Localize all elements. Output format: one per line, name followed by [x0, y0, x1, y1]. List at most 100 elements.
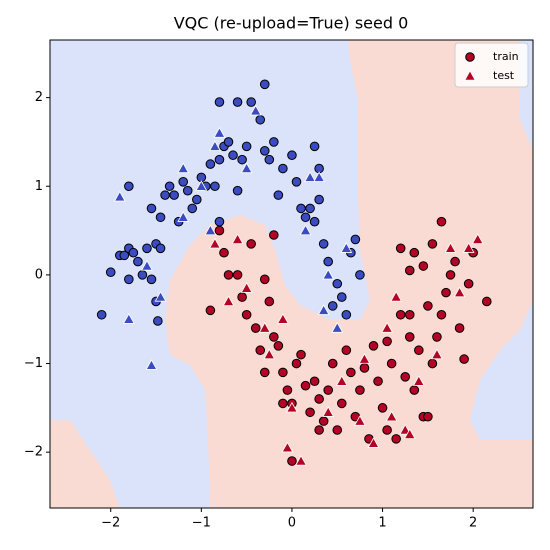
point: [178, 177, 189, 187]
x-tick-label: 1: [378, 516, 386, 531]
point: [381, 322, 393, 333]
point: [418, 261, 429, 271]
point: [204, 224, 217, 236]
point: [249, 104, 262, 116]
point: [450, 256, 460, 267]
point: [404, 265, 415, 276]
point: [264, 154, 275, 165]
point: [223, 270, 234, 280]
y-tick-label: −2: [24, 445, 43, 460]
point: [240, 282, 253, 293]
point: [354, 415, 366, 426]
point: [453, 286, 466, 298]
point: [341, 309, 352, 320]
point: [331, 322, 344, 333]
point: [409, 247, 420, 258]
point: [332, 278, 343, 289]
point: [119, 250, 130, 261]
point: [96, 309, 107, 320]
point: [232, 97, 243, 107]
point: [164, 181, 175, 192]
point: [314, 425, 324, 435]
point: [273, 340, 284, 351]
point: [341, 345, 352, 356]
point: [291, 177, 302, 187]
point: [255, 114, 266, 125]
point: [205, 305, 216, 316]
point: [300, 380, 311, 391]
point: [368, 340, 379, 351]
point: [128, 247, 139, 258]
point: [304, 171, 316, 182]
point: [400, 372, 411, 382]
point: [286, 401, 298, 413]
point: [142, 243, 152, 254]
point: [210, 181, 220, 192]
point: [309, 376, 320, 387]
point: [367, 437, 380, 448]
point: [423, 301, 433, 311]
points: [96, 79, 492, 466]
point: [255, 345, 266, 356]
point: [399, 423, 412, 435]
point: [278, 398, 288, 409]
point: [145, 359, 158, 370]
y-tick-label: −1: [24, 356, 43, 371]
x-tick-label: 0: [288, 516, 296, 531]
point: [322, 406, 335, 417]
point: [390, 291, 403, 302]
x-tick-label: 2: [469, 516, 477, 531]
point: [155, 243, 166, 254]
point: [241, 141, 252, 152]
point: [423, 411, 433, 422]
point: [412, 375, 425, 386]
legend-marker: [464, 69, 476, 81]
point: [305, 203, 315, 214]
point: [296, 203, 306, 214]
x-tick-label: −1: [192, 516, 211, 531]
point: [155, 212, 166, 223]
point: [213, 127, 226, 138]
decision-region: [50, 40, 533, 508]
point: [222, 295, 235, 307]
point: [160, 190, 170, 200]
point: [273, 190, 284, 200]
point: [192, 194, 202, 205]
point: [177, 211, 190, 222]
point: [314, 194, 324, 205]
point: [154, 291, 167, 302]
point: [471, 233, 484, 244]
point: [332, 425, 343, 435]
point: [219, 247, 229, 258]
y-tick-label: 2: [35, 90, 43, 105]
point: [300, 212, 311, 223]
point: [395, 243, 406, 254]
point: [309, 141, 320, 152]
point: [240, 162, 253, 174]
point: [350, 234, 361, 245]
point: [214, 97, 225, 107]
point: [463, 278, 474, 289]
point: [195, 180, 208, 191]
point: [122, 313, 135, 324]
point: [232, 185, 243, 196]
point: [313, 171, 326, 182]
point: [355, 385, 365, 395]
point: [205, 159, 216, 169]
point: [336, 398, 347, 409]
point: [124, 181, 134, 192]
point: [282, 385, 293, 395]
point: [250, 323, 261, 333]
point: [278, 367, 288, 378]
point: [296, 349, 306, 360]
point: [277, 313, 289, 324]
point: [327, 358, 338, 369]
point: [259, 274, 270, 285]
point: [231, 233, 244, 244]
chart-title: VQC (re-upload=True) seed 0: [174, 14, 409, 33]
point: [258, 322, 271, 333]
point: [259, 145, 270, 156]
point: [382, 425, 392, 435]
point: [427, 358, 438, 369]
